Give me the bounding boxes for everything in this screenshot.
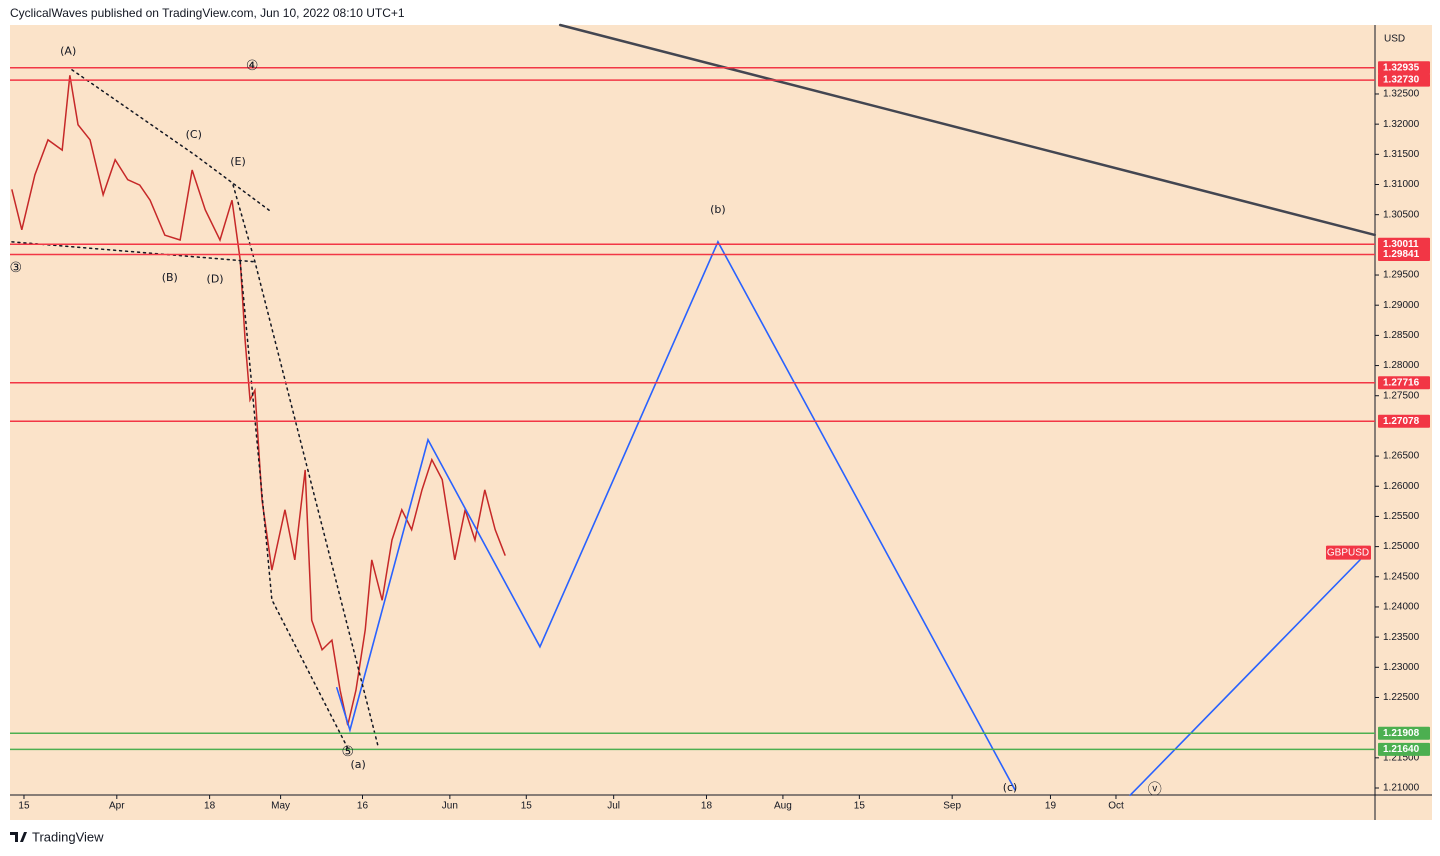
wave-label: (D) — [207, 272, 224, 285]
price-line — [1129, 559, 1361, 797]
symbol-label: GBPUSD — [1327, 547, 1369, 558]
x-tick-label: 15 — [854, 801, 866, 812]
y-tick-label: 1.22500 — [1383, 692, 1420, 703]
x-tick-label: 15 — [521, 801, 533, 812]
y-tick-label: 1.26000 — [1383, 481, 1420, 492]
level-label: 1.29841 — [1383, 249, 1420, 260]
wave-label: (B) — [162, 271, 178, 284]
y-tick-label: 1.31500 — [1383, 149, 1420, 160]
y-tick-label: 1.21000 — [1383, 783, 1420, 794]
level-tag — [1378, 742, 1430, 756]
y-tick-label: 1.21500 — [1383, 752, 1420, 763]
x-tick-label: 18 — [204, 801, 216, 812]
x-tick-label: 15 — [18, 801, 30, 812]
footer: TradingView — [32, 829, 104, 844]
wave-label: (A) — [60, 45, 76, 58]
dotted-line — [232, 184, 379, 746]
level-tag — [1378, 237, 1430, 251]
x-tick-label: 19 — [1045, 801, 1057, 812]
y-tick-label: 1.26500 — [1383, 451, 1420, 462]
wave-label: (E) — [230, 155, 246, 168]
level-label: 1.30011 — [1383, 239, 1419, 250]
dotted-line — [71, 69, 273, 214]
y-tick-label: 1.25500 — [1383, 511, 1420, 522]
wave-label: ⓥ — [1148, 782, 1162, 798]
x-tick-label: 16 — [357, 801, 369, 812]
level-label: 1.21640 — [1383, 744, 1420, 755]
x-tick-label: Oct — [1108, 801, 1124, 812]
wave-label: ④ — [246, 58, 259, 74]
x-tick-label: Apr — [109, 801, 125, 812]
x-tick-label: Sep — [943, 801, 961, 812]
x-tick-label: 18 — [701, 801, 713, 812]
header: CyclicalWaves published on TradingView.c… — [10, 6, 405, 20]
wave-label: (b) — [710, 203, 726, 216]
price-line — [336, 240, 1016, 791]
y-tick-label: 1.32000 — [1383, 119, 1420, 130]
level-label: 1.32730 — [1383, 75, 1420, 86]
level-tag — [1378, 726, 1430, 740]
y-tick-label: 1.30500 — [1383, 209, 1420, 220]
x-tick-label: Jun — [442, 801, 458, 812]
level-label: 1.21908 — [1383, 728, 1420, 739]
level-label: 1.27078 — [1383, 416, 1420, 427]
y-tick-label: 1.23000 — [1383, 662, 1420, 673]
level-tag — [1378, 414, 1430, 428]
y-tick-label: 1.28500 — [1383, 330, 1420, 341]
chart-background — [10, 25, 1432, 820]
currency: USD — [1384, 34, 1405, 45]
level-tag — [1378, 376, 1430, 390]
price-line — [558, 23, 1377, 237]
y-tick-label: 1.24500 — [1383, 571, 1420, 582]
wave-label: (C) — [186, 128, 202, 141]
dotted-line — [239, 261, 349, 749]
dotted-line — [11, 241, 256, 263]
y-tick-label: 1.24000 — [1383, 602, 1420, 613]
level-label: 1.27716 — [1383, 377, 1420, 388]
logo — [10, 832, 27, 842]
y-tick-label: 1.23500 — [1383, 632, 1420, 643]
wave-label: (a) — [350, 758, 365, 771]
y-tick-label: 1.25000 — [1383, 541, 1420, 552]
y-tick-label: 1.32500 — [1383, 89, 1420, 100]
x-tick-label: Aug — [774, 801, 792, 812]
wave-label: ③ — [10, 260, 23, 276]
level-tag — [1378, 73, 1430, 87]
level-tag — [1378, 247, 1430, 261]
y-tick-label: 1.31000 — [1383, 179, 1420, 190]
level-tag — [1378, 61, 1430, 75]
y-tick-label: 1.29500 — [1383, 270, 1420, 281]
level-label: 1.32935 — [1383, 62, 1420, 73]
x-tick-label: Jul — [607, 801, 620, 812]
y-tick-label: 1.29000 — [1383, 300, 1420, 311]
y-tick-label: 1.27500 — [1383, 390, 1420, 401]
price-line — [11, 75, 506, 726]
symbol-tag — [1326, 545, 1371, 560]
wave-label: ⑤ — [341, 744, 354, 760]
x-tick-label: May — [271, 801, 290, 812]
y-tick-label: 1.28000 — [1383, 360, 1420, 371]
wave-label: (c) — [1003, 781, 1018, 794]
